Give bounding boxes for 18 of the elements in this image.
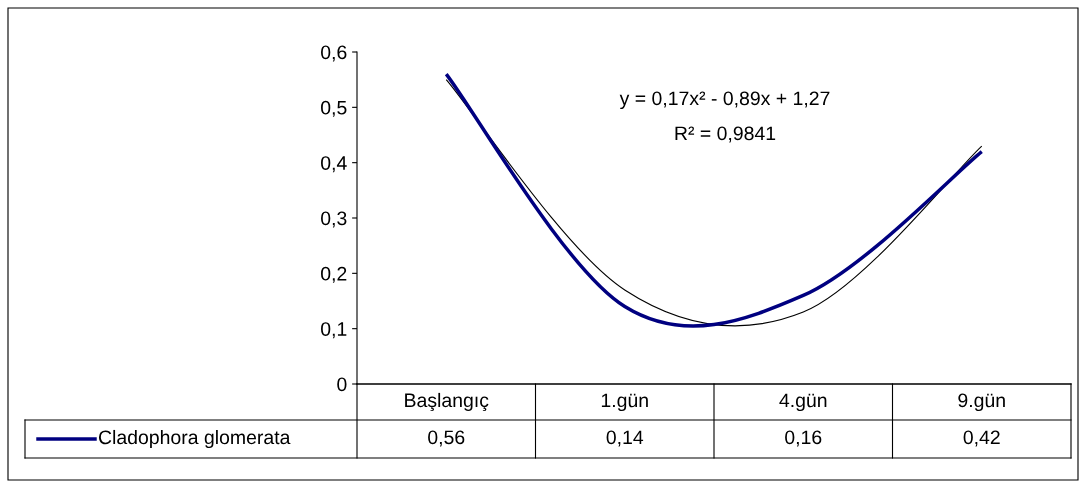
legend-label: Cladophora glomerata [98,429,291,449]
x-tick-label: 4.gün [779,393,827,412]
annotation: R² = 0,9841 [675,126,776,143]
y-tick-label: 0 [337,377,347,392]
y-tick-label: 0,6 [321,45,347,62]
data-label: 0,16 [785,430,822,447]
annotation: y = 0,17x² - 0,89x + 1,27 [619,91,830,110]
y-tick-label: 0,2 [321,266,347,283]
x-tick-label: Başlangıç [405,392,489,412]
data-label: 0,56 [428,430,465,447]
y-tick-label: 0,5 [321,100,347,117]
x-tick-label: 9.gün [958,393,1005,412]
y-tick-label: 0,1 [321,322,347,339]
y-tick-label: 0,3 [321,211,347,228]
x-tick-label: 1.gün [601,393,648,412]
y-tick-label: 0,4 [321,156,347,173]
data-label: 0,14 [606,430,644,447]
data-label: 0,42 [963,430,1000,447]
